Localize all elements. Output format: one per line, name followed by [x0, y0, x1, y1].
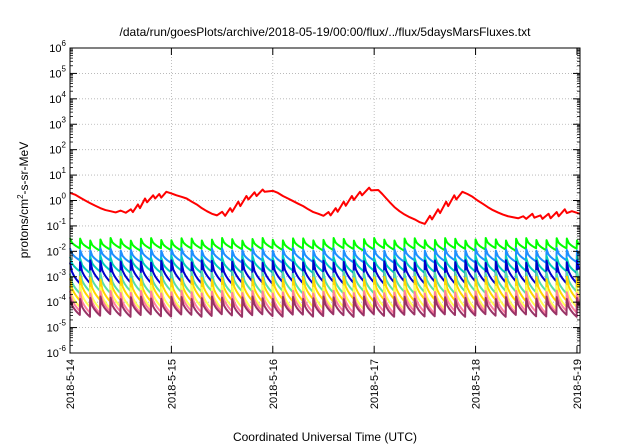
x-tick-label: 2018-5-14: [65, 359, 77, 409]
y-tick-labels: 10-6 10-5 10-4 10-3 10-2 10-1 100 101 102 103 104 1…: [47, 39, 67, 360]
y-tick-label: 10-3: [47, 268, 67, 284]
x-tick-label: 2018-5-17: [369, 359, 381, 409]
y-tick-label: 105: [49, 64, 66, 80]
y-tick-label: 10-5: [47, 319, 67, 335]
tick-marks: [69, 47, 580, 354]
y-tick-label: 10-6: [47, 344, 67, 360]
y-axis-label-post: -s-sr-MeV: [17, 142, 31, 195]
y-tick-label: 10-2: [47, 242, 67, 258]
y-tick-label: 102: [49, 141, 66, 157]
x-tick-label: 2018-5-16: [268, 359, 280, 409]
x-tick-label: 2018-5-15: [166, 359, 178, 409]
x-tick-label: 2018-5-18: [471, 359, 483, 409]
y-tick-label: 10-1: [47, 217, 67, 233]
y-tick-label: 104: [49, 90, 66, 106]
y-tick-label: 101: [49, 166, 66, 182]
y-tick-label: 10-4: [47, 293, 67, 309]
series-line: [69, 236, 580, 252]
x-axis-label: Coordinated Universal Time (UTC): [233, 430, 417, 444]
y-axis-label-sup: 2: [16, 194, 25, 199]
chart-title: /data/run/goesPlots/archive/2018-05-19/0…: [120, 25, 532, 39]
y-tick-label: 106: [49, 39, 66, 55]
x-tick-labels: 2018-5-14 2018-5-15 2018-5-16 2018-5-17 2018…: [65, 359, 584, 409]
y-tick-label: 100: [49, 192, 66, 208]
series-line: [69, 186, 581, 225]
y-tick-label: 103: [49, 115, 66, 131]
y-axis-label-pre: protons/cm: [17, 199, 31, 258]
y-axis-label: protons/cm2-s-sr-MeV: [16, 142, 31, 258]
x-tick-label: 2018-5-19: [572, 359, 584, 409]
series-group: [69, 186, 581, 318]
series-line: [69, 295, 580, 318]
